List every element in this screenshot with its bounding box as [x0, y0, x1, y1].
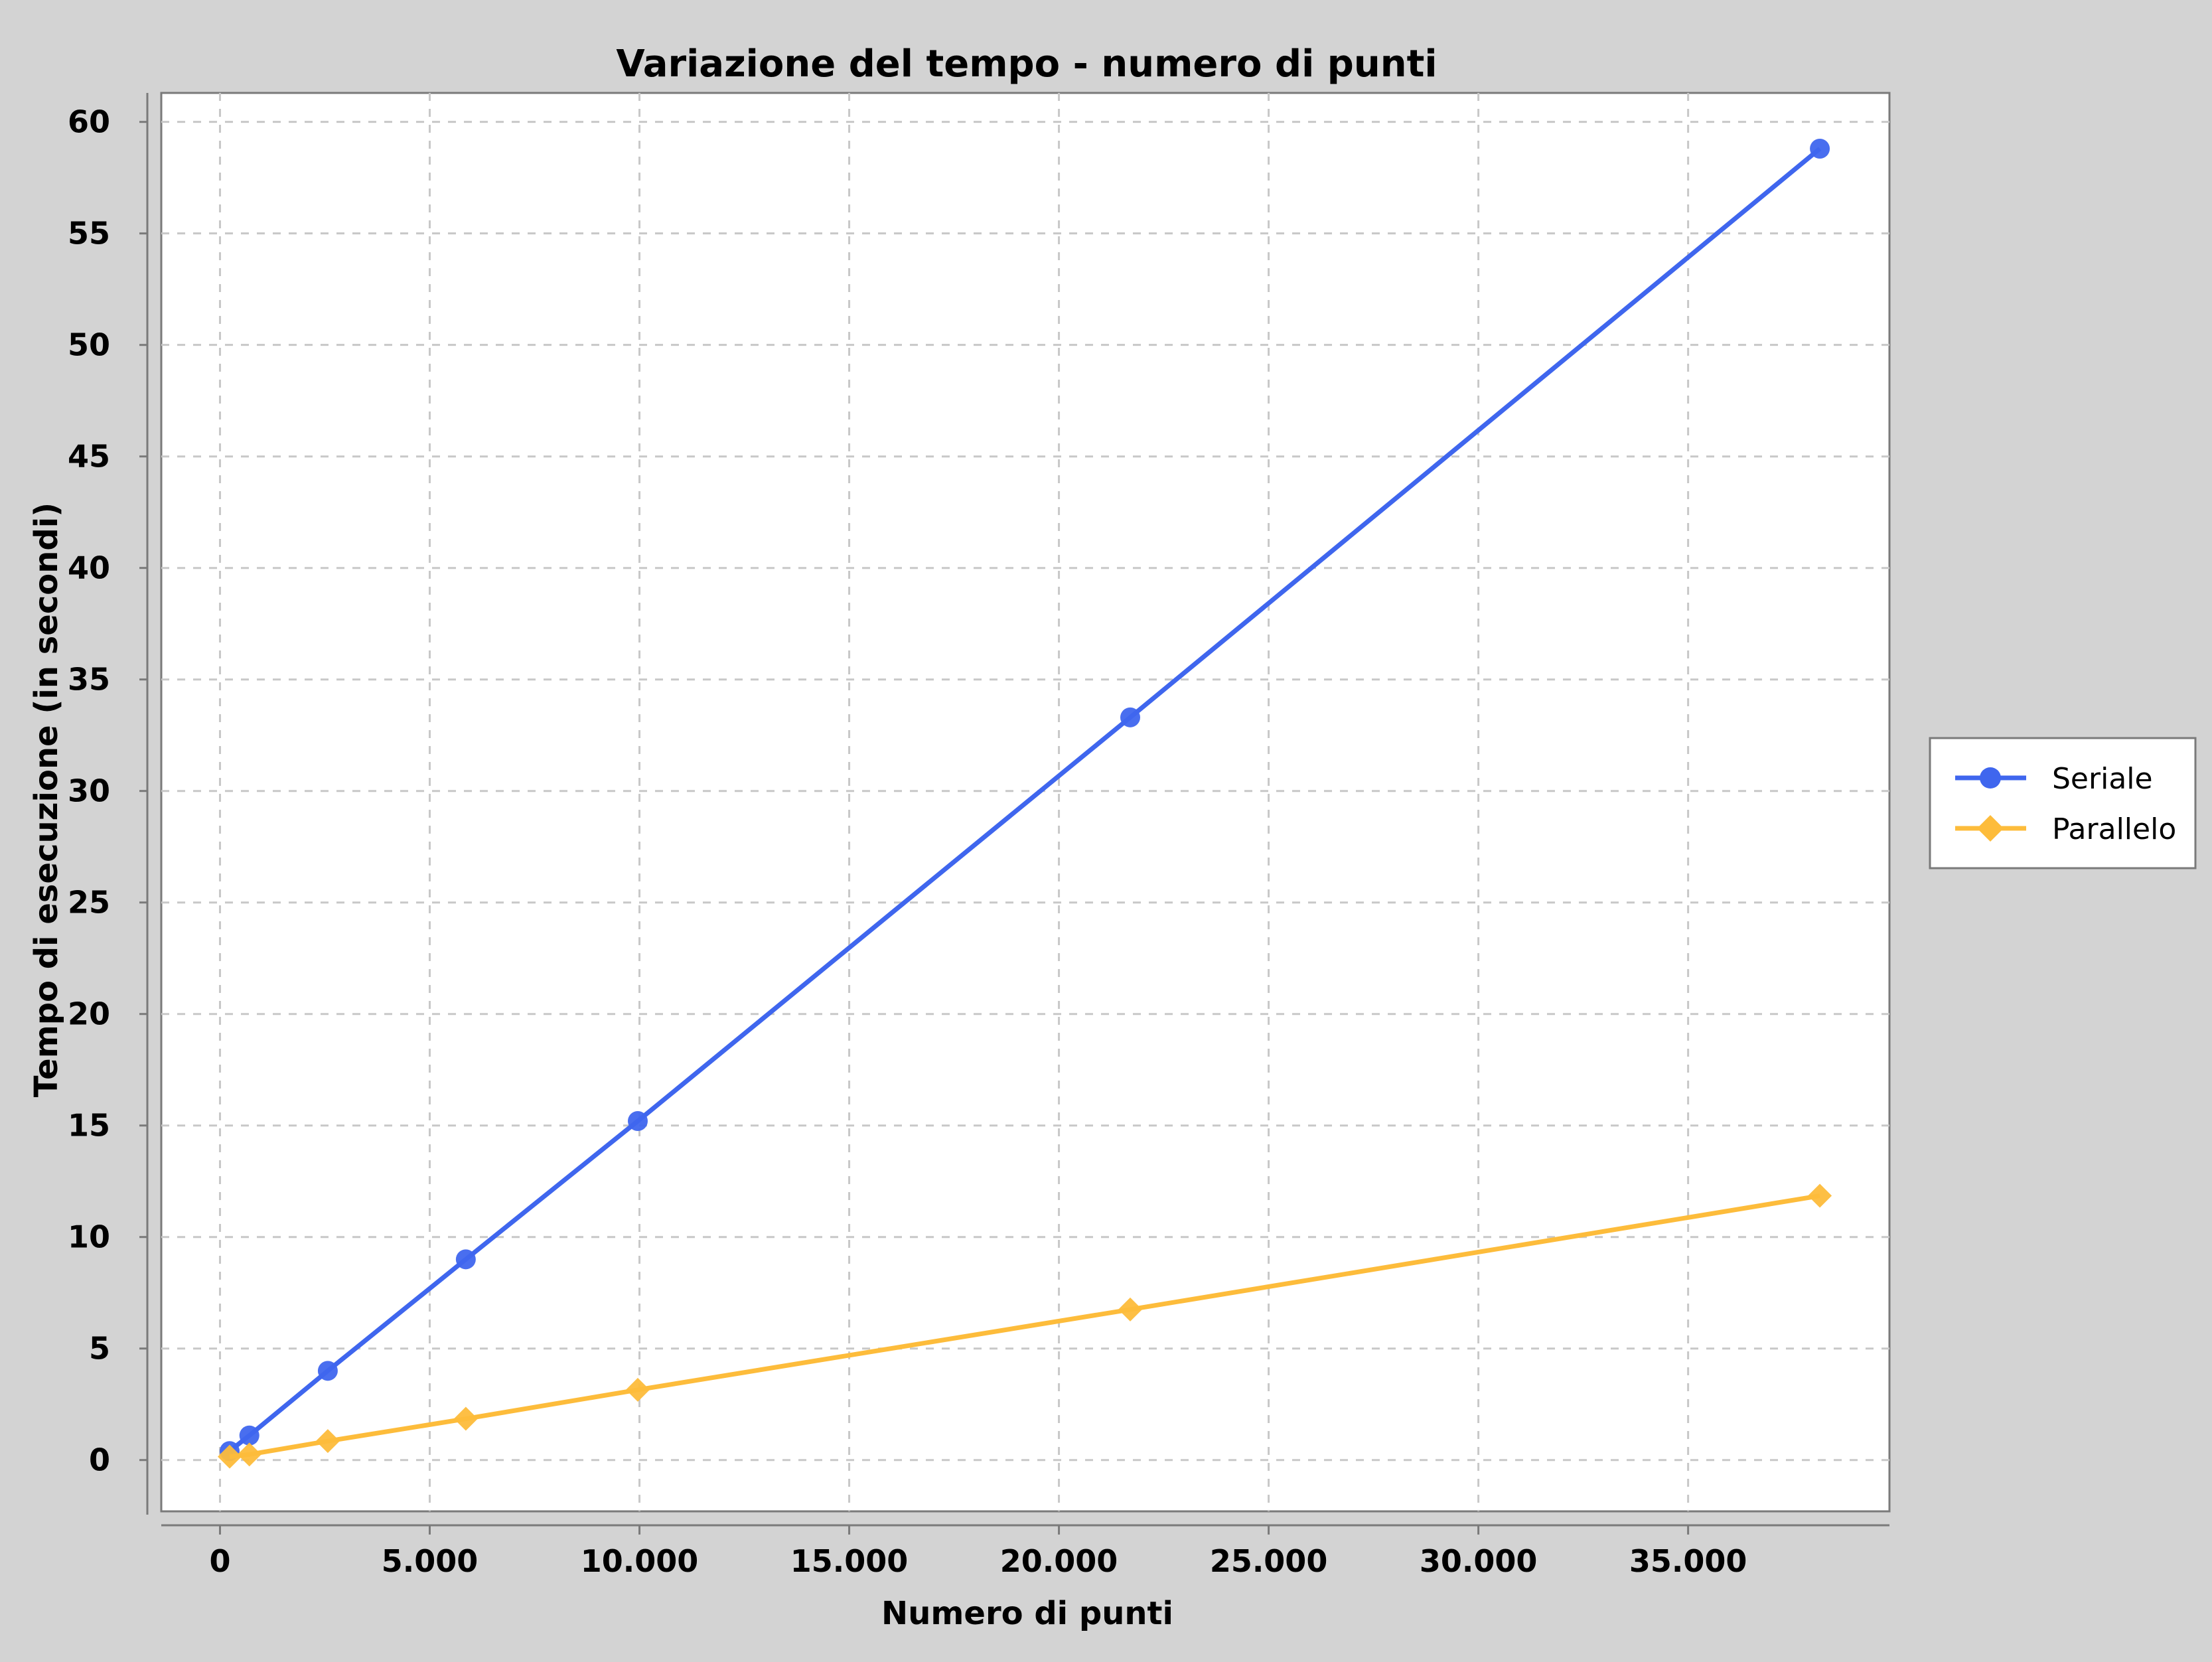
axis-ticks: 0 5.000 10.000 15.000 20.000 25.000 30.000 35.0…: [68, 104, 1747, 1579]
legend-marker-parallelo: [1977, 815, 2004, 842]
y-tick-label: 45: [68, 439, 110, 475]
x-tick-label: 30.000: [1420, 1543, 1538, 1579]
data-point-parallelo: [237, 1442, 261, 1467]
y-tick-label: 40: [68, 550, 110, 586]
data-point-seriale: [317, 1361, 338, 1381]
x-tick-label: 10.000: [581, 1543, 699, 1579]
legend: Seriale Parallelo: [1929, 737, 2197, 869]
y-tick-label: 50: [68, 327, 110, 363]
data-point-parallelo: [315, 1429, 340, 1454]
legend-label-parallelo: Parallelo: [2052, 812, 2176, 846]
data-point-parallelo: [1118, 1297, 1143, 1322]
chart-title: Variazione del tempo - numero di punti: [616, 42, 1437, 86]
x-tick-label: 35.000: [1629, 1543, 1747, 1579]
data-point-seriale: [455, 1249, 476, 1270]
x-tick-label: 25.000: [1210, 1543, 1328, 1579]
y-tick-label: 60: [68, 104, 110, 140]
y-tick-label: 5: [89, 1331, 110, 1367]
data-point-seriale: [1810, 139, 1830, 159]
y-tick-label: 55: [68, 216, 110, 252]
legend-marker-seriale: [1980, 767, 2001, 789]
y-tick-label: 10: [68, 1219, 110, 1255]
data-point-parallelo: [625, 1377, 650, 1402]
data-point-seriale: [627, 1110, 648, 1131]
y-tick-label: 15: [68, 1108, 110, 1144]
x-tick-label: 15.000: [790, 1543, 909, 1579]
y-tick-label: 25: [68, 885, 110, 921]
data-point-parallelo: [218, 1444, 242, 1469]
y-tick-label: 20: [68, 996, 110, 1032]
y-axis-label: Tempo di esecuzione (in secondi): [28, 502, 65, 1097]
legend-box: [1929, 737, 2197, 869]
data-point-parallelo: [1808, 1183, 1832, 1208]
data-point-parallelo: [453, 1406, 478, 1431]
y-tick-label: 35: [68, 662, 110, 698]
series: [218, 139, 1832, 1469]
legend-label-seriale: Seriale: [2052, 762, 2153, 796]
y-tick-label: 0: [89, 1442, 110, 1478]
y-tick-label: 30: [68, 773, 110, 809]
x-tick-label: 20.000: [1000, 1543, 1118, 1579]
x-tick-label: 0: [209, 1543, 230, 1579]
grid: [161, 93, 1889, 1511]
data-point-seriale: [239, 1425, 259, 1446]
x-axis-label: Numero di punti: [881, 1595, 1173, 1632]
x-tick-label: 5.000: [382, 1543, 479, 1579]
data-point-seriale: [1120, 707, 1141, 727]
